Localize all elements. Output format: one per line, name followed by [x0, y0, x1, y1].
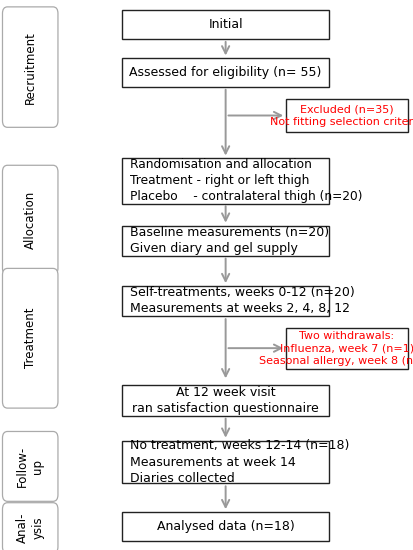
FancyBboxPatch shape	[122, 286, 328, 316]
FancyBboxPatch shape	[122, 158, 328, 204]
Text: Allocation: Allocation	[24, 191, 37, 249]
Text: At 12 week visit
ran satisfaction questionnaire: At 12 week visit ran satisfaction questi…	[132, 386, 318, 415]
FancyBboxPatch shape	[122, 441, 328, 483]
Text: Excluded (n=35)
Not fitting selection criteria: Excluded (n=35) Not fitting selection cr…	[270, 104, 413, 126]
Text: Recruitment: Recruitment	[24, 31, 37, 103]
FancyBboxPatch shape	[2, 503, 58, 550]
Text: Treatment: Treatment	[24, 308, 37, 369]
Text: No treatment, weeks 12-14 (n=18)
Measurements at week 14
Diaries collected: No treatment, weeks 12-14 (n=18) Measure…	[129, 439, 348, 485]
Text: Anal-
ysis: Anal- ysis	[16, 513, 44, 543]
FancyBboxPatch shape	[2, 431, 58, 502]
Text: Assessed for eligibility (n= 55): Assessed for eligibility (n= 55)	[129, 66, 321, 79]
FancyBboxPatch shape	[122, 58, 328, 87]
FancyBboxPatch shape	[2, 268, 58, 408]
Text: Randomisation and allocation
Treatment - right or left thigh
Placebo    - contra: Randomisation and allocation Treatment -…	[129, 158, 361, 204]
FancyBboxPatch shape	[285, 327, 407, 369]
Text: Analysed data (n=18): Analysed data (n=18)	[157, 520, 294, 533]
Text: Two withdrawals:
Influenza, week 7 (n=1)
Seasonal allergy, week 8 (n=1): Two withdrawals: Influenza, week 7 (n=1)…	[259, 331, 413, 366]
FancyBboxPatch shape	[285, 99, 407, 132]
Text: Baseline measurements (n=20)
Given diary and gel supply: Baseline measurements (n=20) Given diary…	[129, 227, 328, 255]
FancyBboxPatch shape	[122, 226, 328, 256]
Text: Self-treatments, weeks 0-12 (n=20)
Measurements at weeks 2, 4, 8, 12: Self-treatments, weeks 0-12 (n=20) Measu…	[129, 287, 354, 315]
FancyBboxPatch shape	[122, 385, 328, 416]
Text: Initial: Initial	[208, 18, 242, 31]
FancyBboxPatch shape	[2, 7, 58, 128]
FancyBboxPatch shape	[122, 512, 328, 541]
Text: Follow-
up: Follow- up	[16, 446, 44, 487]
FancyBboxPatch shape	[122, 10, 328, 39]
FancyBboxPatch shape	[2, 166, 58, 275]
